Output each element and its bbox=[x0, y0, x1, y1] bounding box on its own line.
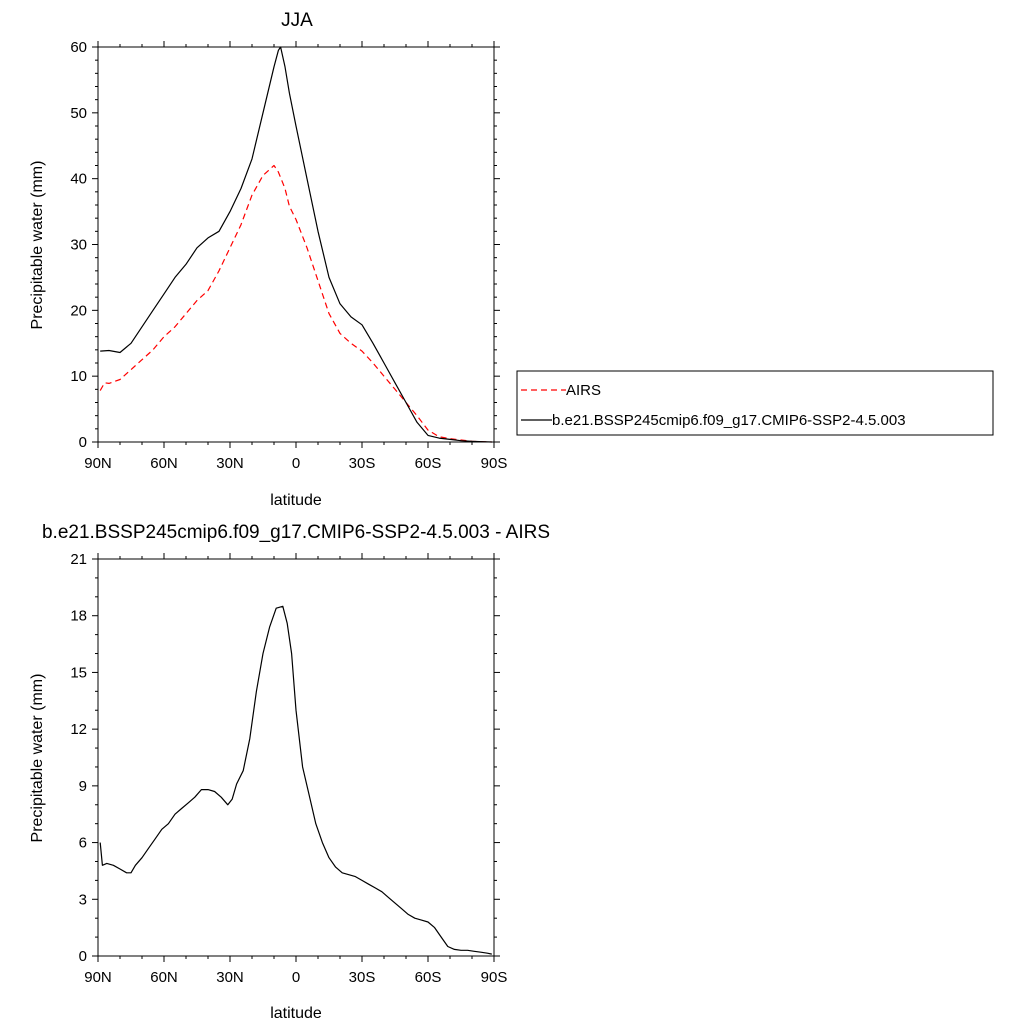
x-tick-label: 60N bbox=[150, 455, 178, 472]
x-tick-label: 90N bbox=[84, 969, 112, 986]
x-tick-label: 90N bbox=[84, 455, 112, 472]
panel-2-ticks bbox=[92, 553, 500, 962]
y-tick-label: 20 bbox=[70, 302, 87, 319]
panel-2-series bbox=[99, 605, 492, 955]
y-tick-label: 0 bbox=[79, 948, 87, 965]
panel-1-y-axis-label: Precipitable water (mm) bbox=[29, 161, 46, 330]
x-tick-label: 30S bbox=[349, 455, 376, 472]
legend-label-airs: AIRS bbox=[566, 382, 601, 399]
y-tick-label: 21 bbox=[70, 551, 87, 568]
legend-label-model: b.e21.BSSP245cmip6.f09_g17.CMIP6-SSP2-4.… bbox=[552, 412, 906, 429]
y-tick-label: 15 bbox=[70, 664, 87, 681]
x-tick-label: 0 bbox=[292, 455, 300, 472]
y-tick-label: 12 bbox=[70, 721, 87, 738]
panel-2-y-tick-labels: 0 3 6 9 12 15 18 21 bbox=[70, 551, 87, 965]
panel-2-x-axis-label: latitude bbox=[270, 1005, 322, 1022]
panel-difference: b.e21.BSSP245cmip6.f09_g17.CMIP6-SSP2-4.… bbox=[29, 522, 550, 1022]
panel-1-frame bbox=[97, 46, 495, 443]
x-tick-label: 90S bbox=[481, 455, 508, 472]
panel-2-x-tick-labels: 90N 60N 30N 0 30S 60S 90S bbox=[84, 969, 507, 986]
x-tick-label: 60S bbox=[415, 455, 442, 472]
y-tick-label: 40 bbox=[70, 171, 87, 188]
y-tick-label: 0 bbox=[79, 434, 87, 451]
panel-1-ticks bbox=[92, 41, 500, 448]
panel-1-title: JJA bbox=[281, 10, 313, 31]
panel-2-y-axis-label: Precipitable water (mm) bbox=[29, 674, 46, 843]
panel-1-series bbox=[99, 46, 492, 443]
panel-1-x-tick-labels: 90N 60N 30N 0 30S 60S 90S bbox=[84, 455, 507, 472]
panel-1-x-axis-label: latitude bbox=[270, 492, 322, 509]
series-line-airs bbox=[99, 164, 492, 443]
panel-2-title: b.e21.BSSP245cmip6.f09_g17.CMIP6-SSP2-4.… bbox=[42, 522, 550, 543]
y-tick-label: 50 bbox=[70, 105, 87, 122]
panel-2-frame bbox=[97, 558, 495, 957]
panel-1-y-tick-labels: 0 10 20 30 40 50 60 bbox=[70, 39, 87, 451]
x-tick-label: 60S bbox=[415, 969, 442, 986]
x-tick-label: 30S bbox=[349, 969, 376, 986]
y-tick-label: 3 bbox=[79, 891, 87, 908]
y-tick-label: 60 bbox=[70, 39, 87, 56]
y-tick-label: 6 bbox=[79, 835, 87, 852]
series-line-difference bbox=[99, 605, 492, 955]
legend-box bbox=[516, 370, 994, 436]
x-tick-label: 30N bbox=[216, 969, 244, 986]
y-tick-label: 9 bbox=[79, 778, 87, 795]
x-tick-label: 30N bbox=[216, 455, 244, 472]
x-tick-label: 90S bbox=[481, 969, 508, 986]
legend: AIRS b.e21.BSSP245cmip6.f09_g17.CMIP6-SS… bbox=[516, 370, 994, 436]
y-tick-label: 10 bbox=[70, 368, 87, 385]
series-line-b-e21-bssp245cmip6-f09-g17-cmip6-ssp2-4- bbox=[100, 46, 492, 443]
y-tick-label: 18 bbox=[70, 608, 87, 625]
x-tick-label: 0 bbox=[292, 969, 300, 986]
panel-jja: JJA 0 10 20 30 40 50 60 90N 60N 30N 0 30S 60S 90S la… bbox=[29, 10, 507, 509]
y-tick-label: 30 bbox=[70, 237, 87, 254]
x-tick-label: 60N bbox=[150, 969, 178, 986]
